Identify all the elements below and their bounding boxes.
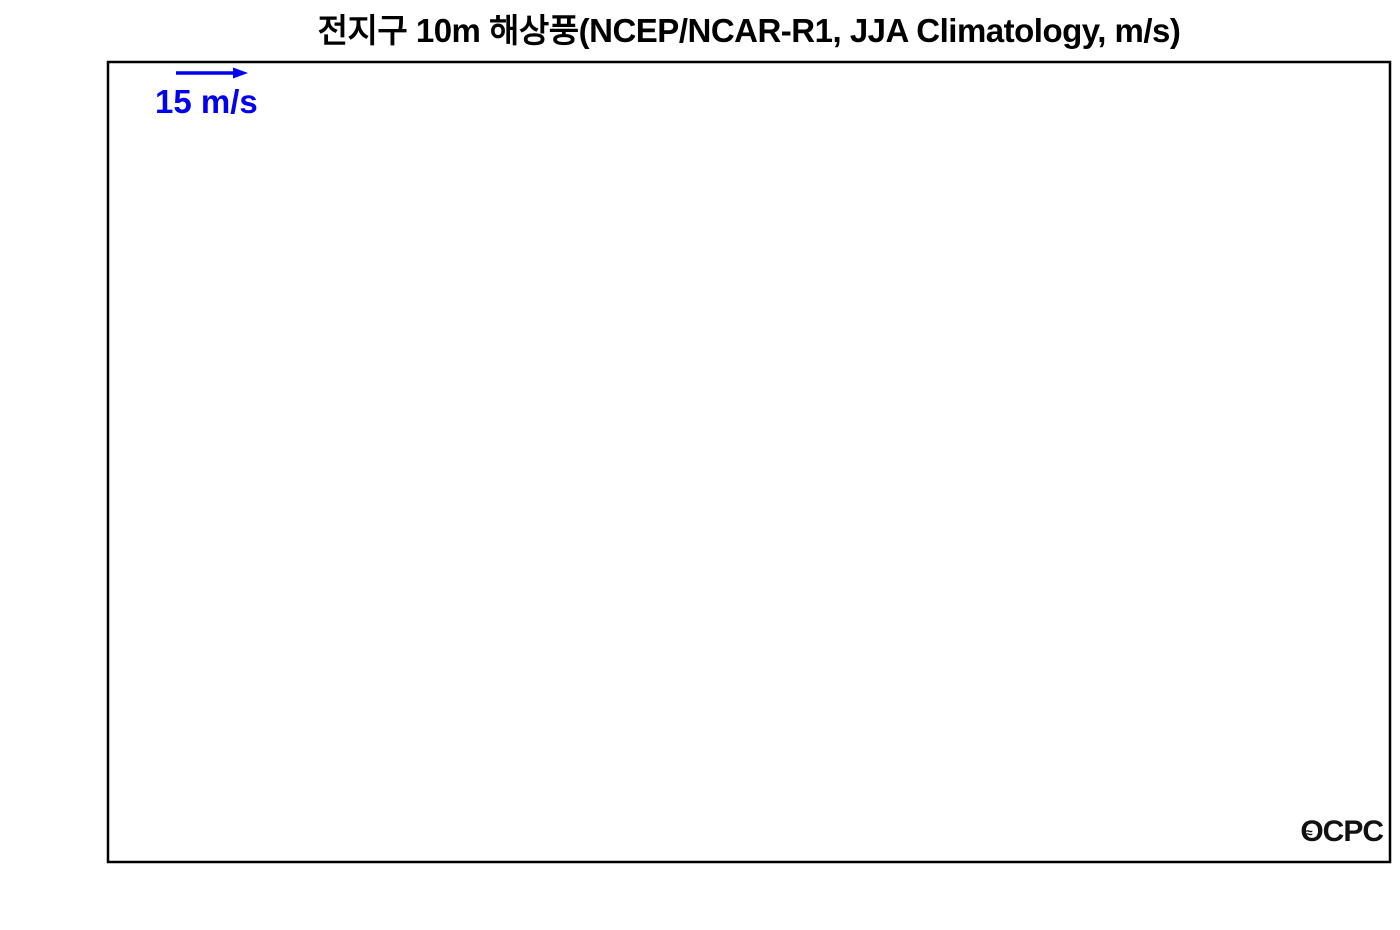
- page-title: 전지구 10m 해상풍(NCEP/NCAR-R1, JJA Climatolog…: [317, 12, 1181, 49]
- legend-reference-arrow-head: [233, 67, 248, 79]
- logo-text: OCPC: [1300, 815, 1383, 848]
- wind-legend: 15 m/s: [155, 67, 258, 120]
- logo: OCPC ≈: [1300, 815, 1384, 848]
- plot-frame: [106, 60, 1392, 864]
- logo-wave-icon: ≈: [1305, 825, 1312, 840]
- legend-label: 15 m/s: [155, 83, 258, 120]
